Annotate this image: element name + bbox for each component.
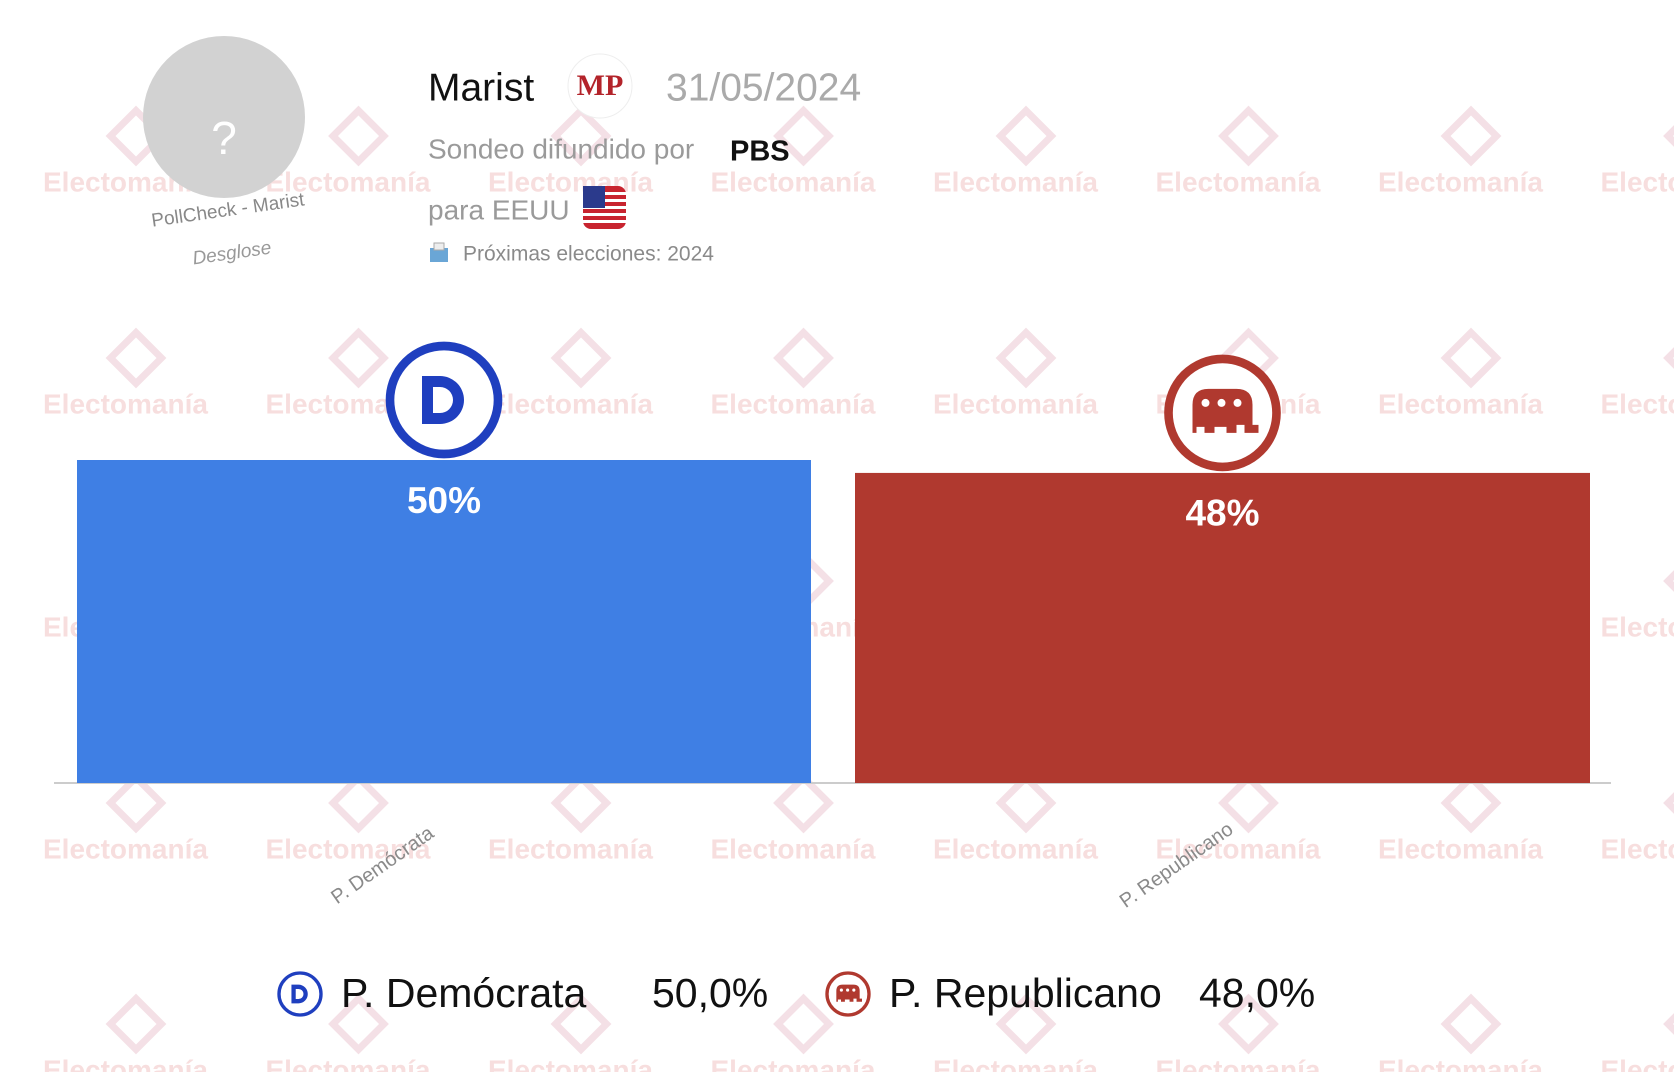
watermark: Electomanía [1601, 388, 1674, 419]
watermark: Electomanía [933, 166, 1098, 197]
watermark: Electomanía [1378, 833, 1543, 864]
source-logo: MP [577, 69, 624, 102]
published-by-label: Sondeo difundido por [428, 133, 694, 164]
legend: P. Demócrata 50,0% P. Republicano 48,0% [277, 970, 1315, 1017]
legend-value: 48,0% [1199, 970, 1315, 1016]
party-icon-star [1201, 398, 1210, 407]
watermark: Electomanía [1601, 611, 1674, 642]
party-icon-star [1233, 398, 1242, 407]
us-flag [583, 186, 626, 229]
avatar[interactable] [143, 36, 305, 198]
watermark-icon [995, 772, 1057, 834]
watermark: Electomanía [1601, 833, 1674, 864]
watermark-icon [773, 327, 834, 389]
watermark-icon [1440, 327, 1502, 389]
date: 31/05/2024 [666, 66, 861, 109]
watermark: Electomanía [43, 833, 208, 864]
watermark-icon [995, 327, 1057, 389]
watermark-icon [1218, 993, 1279, 1055]
party-icon-star [839, 988, 843, 992]
watermark: Electomanía [1378, 388, 1543, 419]
watermark: Electomanía [1601, 166, 1674, 197]
legend-value: 50,0% [652, 970, 768, 1016]
watermark: Electomanía [43, 1054, 208, 1072]
avatar-placeholder: ? [211, 112, 237, 164]
legend-label: P. Demócrata [341, 970, 587, 1016]
watermark-icon [995, 993, 1057, 1055]
watermark: Electomanía [711, 833, 876, 864]
watermark-icon [105, 327, 167, 389]
value-label: 50% [407, 480, 481, 521]
watermark: Electomanía [43, 388, 208, 419]
watermark: Electomanía [488, 166, 653, 197]
party-icon-d [422, 376, 464, 424]
party-icon-star [1217, 398, 1226, 407]
watermark-icon [1218, 772, 1279, 834]
watermark: Electomanía [1156, 1054, 1321, 1072]
party-icon-star [846, 988, 850, 992]
watermark-icon [1663, 327, 1674, 389]
party-icon [277, 971, 323, 1017]
watermark-icon [105, 772, 167, 834]
ballot-icon [430, 242, 448, 262]
watermark: Electomanía [711, 1054, 876, 1072]
watermark: Electomanía [933, 1054, 1098, 1072]
watermark-icon [1663, 993, 1674, 1055]
watermark-icon [550, 772, 612, 834]
watermark-icon [1663, 550, 1674, 612]
watermark-icon [550, 327, 612, 389]
watermark-icon [1663, 772, 1674, 834]
avatar-link[interactable]: Desglose [191, 238, 272, 270]
watermark: Electomanía [1156, 833, 1321, 864]
bar [77, 460, 811, 783]
watermark: Electomanía [1601, 1054, 1674, 1072]
pollster: Marist [428, 66, 534, 109]
party-icon-star [852, 988, 856, 992]
watermark: Electomanía [933, 833, 1098, 864]
watermark-icon [550, 993, 612, 1055]
bar [855, 472, 1590, 783]
watermark-icon [1440, 993, 1502, 1055]
watermark: Electomanía [933, 388, 1098, 419]
watermark: Electomanía [1156, 166, 1321, 197]
next-elections: Próximas elecciones: 2024 [463, 243, 714, 266]
watermark-icon [995, 105, 1057, 167]
watermark: Electomanía [266, 1054, 431, 1072]
value-label: 48% [1185, 493, 1259, 534]
watermark-icon [550, 105, 612, 167]
watermark: Electomanía [711, 388, 876, 419]
watermark-icon [1218, 105, 1279, 167]
watermark-icon [773, 772, 834, 834]
source-logo-bg [567, 53, 633, 119]
watermark-icon [328, 327, 389, 389]
party-icon-d [291, 984, 308, 1004]
watermark: Electomanía [711, 166, 876, 197]
watermark: Electomanía [488, 388, 653, 419]
party-icon-elephant [836, 984, 862, 1002]
watermark: Electomanía [488, 833, 653, 864]
watermark-icon [773, 993, 834, 1055]
watermark-icon [328, 105, 389, 167]
watermark: Electomanía [1378, 1054, 1543, 1072]
party-icon-elephant [1192, 388, 1259, 433]
published-by: PBS [730, 136, 790, 168]
legend-label: P. Republicano [889, 970, 1162, 1016]
watermark-icon [328, 772, 389, 834]
watermark-icon [1440, 105, 1502, 167]
watermark: Electomanía [488, 1054, 653, 1072]
watermark-icon [1663, 105, 1674, 167]
party-icon [385, 341, 503, 459]
watermark-icon [1440, 772, 1502, 834]
watermark-icon [328, 993, 389, 1055]
watermark: Electomanía [1378, 166, 1543, 197]
watermark: Electomanía [266, 833, 431, 864]
x-tick-label: P. Republicano [1116, 818, 1238, 912]
watermark-icon [105, 993, 167, 1055]
watermark: Electomanía [266, 166, 431, 197]
watermark-icon [773, 105, 834, 167]
for-label: para EEUU [428, 194, 570, 225]
